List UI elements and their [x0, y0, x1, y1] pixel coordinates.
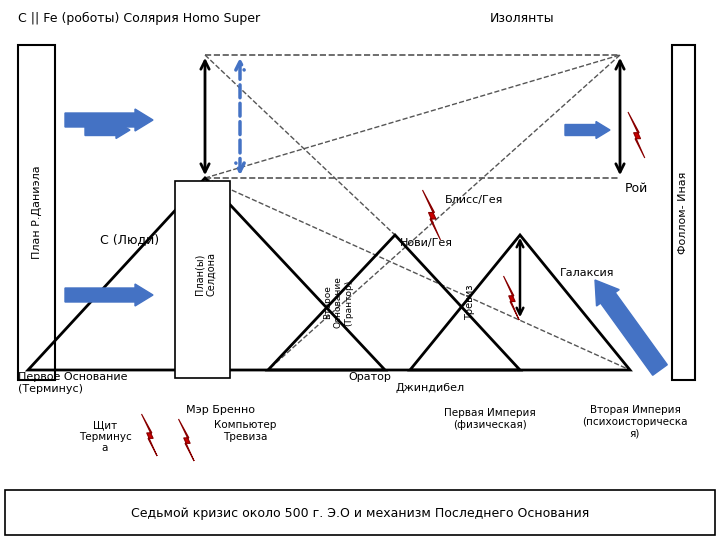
Polygon shape [628, 112, 645, 158]
Text: С (Люди): С (Люди) [100, 233, 159, 246]
Text: С\С|Fe: С\С|Fe [185, 198, 225, 211]
Text: Джиндибел: Джиндибел [395, 383, 464, 393]
Text: Первое Основание
(Терминус): Первое Основание (Терминус) [18, 372, 127, 394]
FancyArrow shape [65, 109, 153, 131]
Bar [672, 45, 695, 380]
Text: Мэр Бренно: Мэр Бренно [186, 405, 254, 415]
FancyArrow shape [65, 284, 153, 306]
Text: Компьютер
Тревиза: Компьютер Тревиза [214, 420, 276, 442]
Polygon shape [142, 414, 157, 456]
Text: Изолянты: Изолянты [490, 12, 554, 25]
Text: Блисс/Гея: Блисс/Гея [445, 195, 503, 205]
FancyArrow shape [85, 122, 130, 138]
Text: Второе
Основание
(Трантор): Второе Основание (Трантор) [323, 276, 353, 328]
Polygon shape [503, 276, 519, 320]
Text: Тревиз: Тревиз [465, 285, 475, 320]
Text: План Р.Даниэла: План Р.Даниэла [32, 166, 42, 259]
Text: Оратор: Оратор [348, 372, 392, 382]
FancyArrow shape [565, 122, 610, 138]
Bar [5, 490, 715, 535]
Bar [175, 181, 230, 378]
Bar [18, 45, 55, 380]
Text: Щит
Терминус
а: Щит Терминус а [78, 420, 131, 453]
Text: С || Fe (роботы) Солярия Homo Super: С || Fe (роботы) Солярия Homo Super [18, 12, 260, 25]
FancyArrow shape [595, 280, 667, 375]
Text: Первая Империя
(физическая): Первая Империя (физическая) [444, 408, 536, 430]
Polygon shape [179, 419, 194, 461]
Text: Гея: Гея [194, 182, 217, 195]
Text: Седьмой кризис около 500 г. Э.О и механизм Последнего Основания: Седьмой кризис около 500 г. Э.О и механи… [131, 507, 589, 519]
Text: Вторая Империя
(психоисторическа
я): Вторая Империя (психоисторическа я) [582, 405, 688, 438]
Text: Галаксия: Галаксия [560, 268, 614, 278]
Text: Рой: Рой [625, 182, 648, 195]
Text: План(ы)
Селдона: План(ы) Селдона [194, 252, 216, 296]
Text: Нови/Гея: Нови/Гея [400, 238, 453, 248]
Text: Фоллом- Иная: Фоллом- Иная [678, 171, 688, 254]
Polygon shape [423, 190, 441, 240]
